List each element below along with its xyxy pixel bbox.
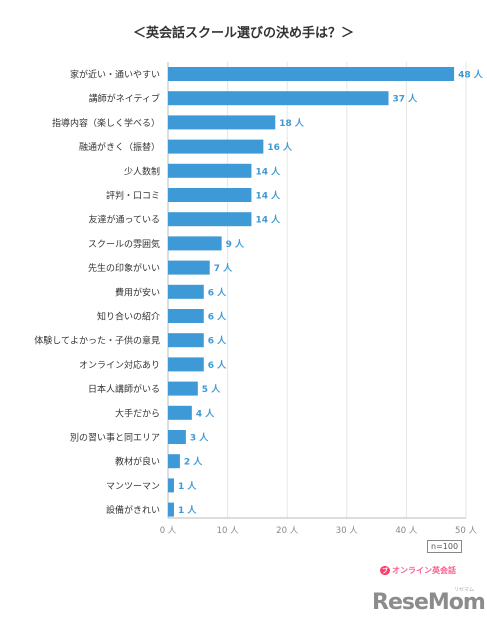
bar (168, 260, 210, 275)
value-label: 6 人 (208, 286, 227, 298)
x-tick-label: 10 人 (217, 526, 240, 536)
category-label: 評判・口コミ (106, 190, 160, 202)
value-label: 1 人 (178, 480, 197, 492)
value-label: 6 人 (208, 311, 227, 323)
value-label: 14 人 (255, 190, 281, 202)
bar (168, 212, 252, 227)
value-label: 2 人 (184, 456, 203, 468)
value-label: 14 人 (255, 214, 281, 226)
watermark-small-text: リセマム (454, 587, 475, 593)
chart-title: ＜英会話スクール選びの決め手は？＞ (132, 26, 354, 41)
category-label: 設備がきれい (106, 504, 160, 516)
value-label: 16 人 (267, 141, 293, 153)
category-label: オンライン対応あり (79, 359, 160, 371)
value-label: 14 人 (255, 165, 281, 177)
category-label: 講師がネイティブ (89, 93, 160, 105)
category-label: 教材が良い (115, 456, 160, 468)
bar (168, 430, 186, 444)
category-label: 別の習い事と同エリア (70, 432, 160, 444)
x-tick-label: 40 人 (395, 526, 418, 536)
sample-size-note: n=100 (427, 540, 463, 553)
source-text: オンライン英会話 (392, 566, 457, 575)
category-label: 大手だから (115, 407, 160, 419)
category-label: 費用が安い (115, 286, 160, 298)
bar (168, 163, 252, 178)
category-label: 体験してよかった・子供の意見 (34, 335, 160, 347)
bar (168, 381, 198, 396)
bar (168, 284, 204, 299)
bar (168, 478, 174, 493)
bar (168, 236, 222, 251)
bar (168, 188, 252, 202)
value-label: 4 人 (196, 407, 215, 419)
bar (168, 67, 455, 81)
category-label: スクールの雰囲気 (88, 238, 160, 250)
value-label: 48 人 (458, 69, 484, 81)
bar (168, 139, 264, 154)
category-label: 先生の印象がいい (88, 262, 160, 274)
value-label: 6 人 (208, 359, 227, 371)
category-label: 指導内容（楽しく学べる） (52, 117, 160, 129)
value-label: 3 人 (190, 432, 209, 444)
category-label: 融通がきく（振替） (79, 141, 160, 153)
category-label: 日本人講師がいる (88, 383, 160, 395)
bar (168, 454, 180, 469)
category-label: 知り合いの紹介 (97, 311, 160, 323)
value-label: 7 人 (214, 262, 233, 274)
value-label: 18 人 (279, 117, 305, 129)
category-label: マンツーマン (106, 482, 160, 492)
value-label: 37 人 (393, 93, 419, 105)
bar (168, 405, 192, 420)
watermark-logo: ReseMom (372, 590, 486, 615)
value-label: 6 人 (208, 335, 227, 347)
bar (168, 357, 204, 372)
bar (168, 115, 276, 130)
bar (168, 91, 389, 106)
source-logo: ブオンライン英会話 (380, 565, 456, 576)
x-tick-label: 0 人 (160, 526, 177, 536)
value-label: 1 人 (178, 504, 197, 516)
bar (168, 333, 204, 348)
bar (168, 502, 174, 517)
x-tick-label: 30 人 (336, 526, 359, 536)
value-label: 5 人 (202, 383, 221, 395)
bar (168, 309, 204, 323)
category-label: 少人数制 (124, 165, 160, 177)
source-badge-icon: ブ (380, 566, 391, 575)
value-label: 9 人 (226, 238, 245, 250)
category-label: 家が近い・通いやすい (70, 69, 160, 81)
category-label: 友達が通っている (88, 214, 160, 226)
x-tick-label: 20 人 (276, 526, 299, 536)
x-tick-label: 50 人 (455, 526, 478, 536)
